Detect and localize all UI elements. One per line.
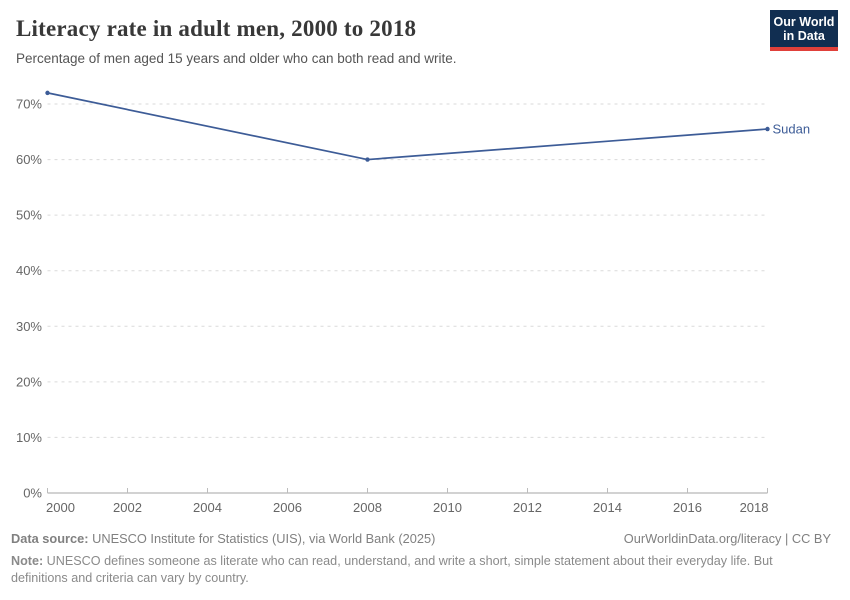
y-tick-label: 20% (16, 374, 42, 389)
x-tick-label: 2012 (513, 500, 542, 515)
owid-logo-line1: Our World (773, 15, 835, 29)
owid-logo-line2: in Data (783, 29, 825, 43)
owid-logo[interactable]: Our World in Data (770, 10, 838, 51)
y-tick-label: 50% (16, 208, 42, 223)
x-tick-label: 2000 (46, 500, 75, 515)
x-tick-label: 2002 (113, 500, 142, 515)
page-subtitle: Percentage of men aged 15 years and olde… (16, 51, 457, 66)
series-label: Sudan (773, 122, 811, 137)
header: Literacy rate in adult men, 2000 to 2018… (16, 15, 740, 67)
y-tick-label: 0% (23, 486, 42, 501)
data-point[interactable] (365, 157, 370, 162)
y-tick-label: 10% (16, 430, 42, 445)
owid-license-link[interactable]: OurWorldinData.org/literacy | CC BY (623, 531, 831, 546)
x-tick-label: 2004 (193, 500, 222, 515)
footnote-label: Note: (11, 554, 44, 568)
y-tick-label: 40% (16, 263, 42, 278)
y-tick-label: 60% (16, 152, 42, 167)
data-source-text: UNESCO Institute for Statistics (UIS), v… (88, 531, 436, 546)
y-tick-label: 30% (16, 319, 42, 334)
data-source-label: Data source: (11, 531, 89, 546)
x-tick-label: 2016 (673, 500, 702, 515)
x-tick-label: 2006 (273, 500, 302, 515)
x-tick-label: 2010 (433, 500, 462, 515)
series-line[interactable] (47, 92, 768, 161)
data-source: Data source: UNESCO Institute for Statis… (11, 531, 435, 546)
data-point[interactable] (765, 126, 770, 132)
page-title: Literacy rate in adult men, 2000 to 2018 (16, 16, 417, 41)
x-tick-label: 2014 (593, 500, 622, 515)
y-tick-label: 70% (16, 97, 42, 112)
data-point[interactable] (45, 90, 50, 96)
footnote: Note: UNESCO defines someone as literate… (11, 553, 831, 587)
x-tick-label: 2008 (353, 500, 382, 515)
chart-footer: Data source: UNESCO Institute for Statis… (11, 531, 831, 587)
footnote-text: UNESCO defines someone as literate who c… (11, 554, 773, 585)
x-tick-label: 2018 (740, 500, 769, 515)
